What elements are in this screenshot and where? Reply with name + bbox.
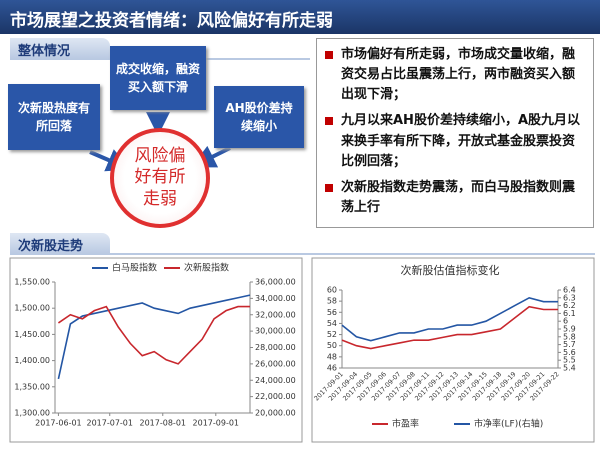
section-tab: 次新股走势 bbox=[10, 233, 110, 254]
y-tick-label: 48 bbox=[327, 352, 337, 361]
chart-title: 次新股估值指标变化 bbox=[401, 263, 500, 277]
y-tick-label: 58 bbox=[327, 297, 337, 306]
legend-label: 次新股指数 bbox=[184, 262, 229, 274]
y2-tick-label: 6.4 bbox=[563, 286, 576, 295]
bullet: 市场偏好有所走弱，市场成交量收缩，融资交易占比虽震荡上行，两市融资买入额出现下滑… bbox=[325, 45, 585, 105]
chart-frame bbox=[9, 257, 303, 443]
bullet: 九月以来AH股价差持续缩小，A股九月以来换手率有所下降，开放式基金股票投资比例回… bbox=[325, 111, 585, 171]
x-tick-label: 2017-06-01 bbox=[35, 419, 82, 428]
section-tab: 整体情况 bbox=[10, 38, 110, 59]
y2-tick-label: 28,000.00 bbox=[255, 343, 296, 352]
y2-tick-label: 5.6 bbox=[563, 348, 576, 357]
factor-box: 次新股热度有所回落 bbox=[8, 84, 100, 150]
x-tick-label: 2017-08-01 bbox=[140, 419, 187, 428]
y-tick-label: 56 bbox=[327, 308, 337, 317]
legend-label: 白马股指数 bbox=[112, 262, 157, 274]
y2-tick-label: 36,000.00 bbox=[255, 278, 296, 287]
bullet-panel: 市场偏好有所走弱，市场成交量收缩，融资交易占比虽震荡上行，两市融资买入额出现下滑… bbox=[316, 38, 594, 228]
y2-tick-label: 6.2 bbox=[563, 301, 576, 310]
y-tick-label: 1,300.00 bbox=[14, 409, 50, 418]
y2-tick-label: 6.3 bbox=[563, 293, 576, 302]
y2-tick-label: 5.8 bbox=[563, 332, 576, 341]
slide-title: 市场展望之投资者情绪：风险偏好有所走弱 bbox=[0, 0, 600, 34]
legend-label: 市净率(LF)(右轴) bbox=[474, 418, 543, 430]
y-tick-label: 60 bbox=[327, 286, 337, 295]
y-tick-label: 52 bbox=[327, 330, 337, 339]
legend-label: 市盈率 bbox=[392, 418, 419, 430]
y-tick-label: 1,350.00 bbox=[14, 382, 50, 391]
x-tick-label: 2017-09-01 bbox=[193, 419, 240, 428]
y2-tick-label: 5.9 bbox=[563, 325, 576, 334]
y-tick-label: 46 bbox=[327, 364, 337, 373]
chart-frame bbox=[311, 257, 595, 443]
y-tick-label: 1,500.00 bbox=[14, 304, 50, 313]
factor-box: AH股价差持续缩小 bbox=[214, 86, 304, 148]
bullet: 次新股指数走势震荡，而白马股指数则震荡上行 bbox=[325, 178, 585, 218]
y2-tick-label: 5.7 bbox=[563, 340, 576, 349]
y2-tick-label: 32,000.00 bbox=[255, 310, 296, 319]
series-line bbox=[57, 305, 250, 365]
y-tick-label: 54 bbox=[327, 319, 337, 328]
y2-tick-label: 24,000.00 bbox=[255, 376, 296, 385]
series-line bbox=[341, 296, 558, 342]
y2-tick-label: 6 bbox=[563, 317, 568, 326]
y-tick-label: 1,400.00 bbox=[14, 356, 50, 365]
series-line bbox=[341, 305, 558, 350]
y-tick-label: 50 bbox=[327, 341, 337, 350]
y-tick-label: 1,450.00 bbox=[14, 330, 50, 339]
x-tick-label: 2017-07-01 bbox=[86, 419, 133, 428]
y-tick-label: 1,550.00 bbox=[14, 278, 50, 287]
y2-tick-label: 20,000.00 bbox=[255, 409, 296, 418]
y2-tick-label: 34,000.00 bbox=[255, 294, 296, 303]
y2-tick-label: 22,000.00 bbox=[255, 392, 296, 401]
factor-box: 成交收缩，融资买入额下滑 bbox=[110, 46, 206, 110]
y2-tick-label: 6.1 bbox=[563, 309, 576, 318]
y2-tick-label: 5.4 bbox=[563, 364, 576, 373]
y2-tick-label: 5.5 bbox=[563, 356, 576, 365]
y2-tick-label: 26,000.00 bbox=[255, 359, 296, 368]
center-circle: 风险偏好有所走弱 bbox=[110, 128, 210, 228]
y2-tick-label: 30,000.00 bbox=[255, 327, 296, 336]
